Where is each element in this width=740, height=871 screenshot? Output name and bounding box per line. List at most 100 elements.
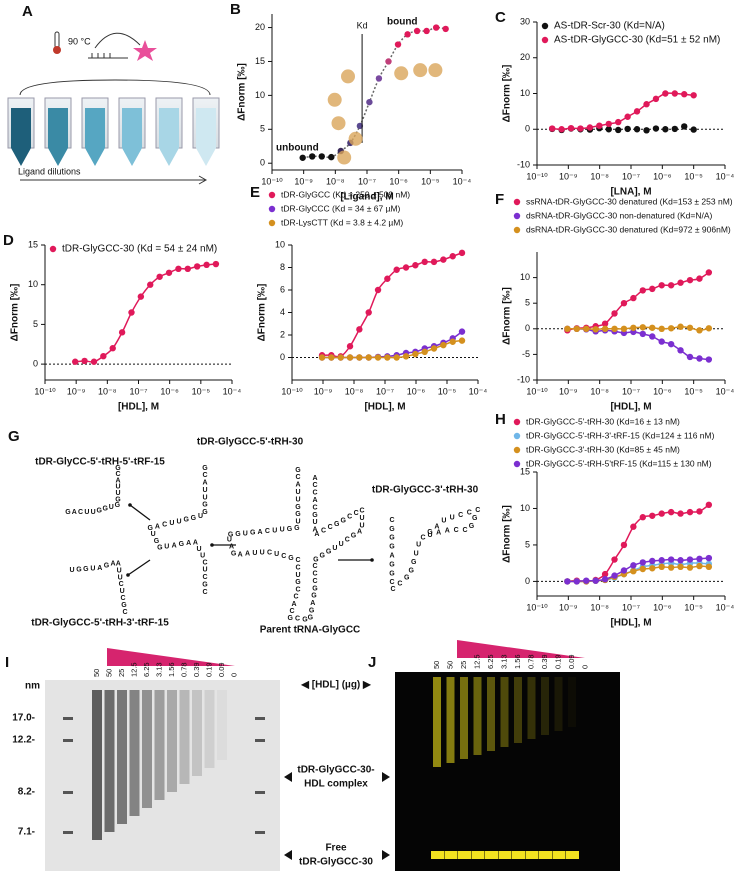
nucleotide: C (354, 510, 359, 517)
nucleotide: U (260, 549, 265, 556)
ladder-band (63, 739, 73, 742)
data-point (677, 563, 684, 571)
pointer (382, 772, 390, 782)
nucleotide: A (155, 523, 160, 530)
panel-label: A (22, 3, 33, 20)
smear (460, 677, 468, 759)
nucleotide: C (420, 534, 425, 541)
nucleotide: A (172, 542, 177, 549)
legend-marker (513, 226, 521, 234)
y-axis-title: ΔFnorm [‰] (502, 505, 513, 563)
y-tick-label: 20 (520, 52, 530, 62)
data-point (440, 256, 447, 263)
data-point (671, 125, 679, 133)
smear (433, 677, 441, 767)
x-tick-label: 10⁻⁸ (590, 386, 609, 396)
nucleotide: C (328, 524, 333, 531)
nucleotide: U (295, 519, 300, 526)
free-label: Free (325, 843, 347, 854)
nucleotide: U (295, 572, 300, 579)
nucleotide: G (231, 551, 237, 558)
data-point (592, 577, 599, 584)
nucleotide: A (312, 497, 317, 504)
fit-curve (567, 557, 709, 583)
data-point (677, 347, 684, 354)
data-point (548, 125, 556, 132)
legend-marker (268, 219, 276, 227)
data-point (432, 24, 440, 31)
data-point (649, 333, 656, 340)
smear (473, 677, 482, 755)
data-point (649, 324, 656, 331)
nucleotide: C (295, 587, 300, 594)
y-tick-label: 10 (520, 88, 530, 98)
legend-label: tDR-GlyGCC-5'-tRH-30 (Kd=16 ± 13 nM) (526, 416, 680, 426)
nucleotide: C (289, 608, 294, 615)
nucleotide: U (414, 550, 419, 557)
structure-title: Parent tRNA-GlyGCC (260, 625, 361, 636)
nucleotide: A (202, 480, 207, 487)
nucleotide: G (115, 465, 121, 472)
legend-label: tDR-GlyGCC-30 (Kd = 54 ± 24 nM) (62, 244, 217, 255)
nucleotide: G (302, 616, 308, 623)
panel-label: D (3, 232, 14, 249)
nucleotide: C (463, 527, 468, 534)
y-tick-label: 5 (525, 539, 530, 549)
data-point (100, 352, 107, 360)
nucleotide: A (186, 540, 191, 547)
data-point (671, 90, 679, 97)
x-tick-label: 10⁻⁴ (716, 602, 735, 612)
data-point (705, 269, 713, 276)
y-tick-label: 15 (520, 466, 530, 476)
data-point (384, 354, 391, 361)
nucleotide: A (245, 551, 250, 558)
x-tick-label: 10⁻⁸ (590, 602, 609, 612)
data-point (299, 154, 306, 161)
data-point (639, 565, 646, 573)
nucleotide: C (345, 537, 350, 544)
legend-label: dsRNA-tDR-GlyGCC-30 non-denatured (Kd=N/… (526, 210, 713, 220)
legend-marker (513, 212, 521, 220)
nucleotide: G (235, 531, 241, 538)
nucleotide: U (295, 489, 300, 496)
nucleotide: G (351, 533, 357, 540)
arrow-head (210, 543, 214, 547)
nucleotide: G (183, 517, 189, 524)
data-point (639, 514, 646, 521)
x-tick-label: 10⁻¹⁰ (34, 386, 56, 396)
nucleotide: G (320, 552, 326, 559)
arrow (129, 504, 151, 521)
data-point (658, 338, 665, 345)
lane-label: 50 (432, 661, 441, 669)
nucleotide: A (312, 475, 317, 482)
chart: E 0 2 4 6 8 10 10⁻¹⁰ 10⁻⁹ 10⁻⁸ 10⁻⁷ 10⁻⁶ 10⁻⁵ 10⁻⁴ [HD… (250, 184, 487, 413)
nucleotide: C (295, 564, 300, 571)
nucleotide: U (169, 520, 174, 527)
pointer (284, 850, 292, 860)
ladder-band (63, 831, 73, 834)
legend-label: tDR-GlyGCC-5'-tRH-5'tRF-15 (Kd=115 ± 130… (526, 458, 712, 468)
lane-label: 0.09 (217, 662, 226, 677)
temperature: 90 °C (68, 36, 91, 46)
nucleotide: U (339, 541, 344, 548)
data-point (318, 153, 325, 160)
particle (331, 116, 346, 131)
panel-label: J (368, 654, 376, 671)
smear (487, 677, 495, 751)
nucleotide: G (389, 570, 395, 577)
data-point (586, 124, 594, 131)
nucleotide: G (389, 544, 395, 551)
nucleotide: U (295, 496, 300, 503)
nucleotide: G (202, 509, 208, 516)
nucleotide: C (162, 522, 167, 529)
arrow (94, 32, 141, 49)
y-tick-label: 4 (280, 307, 285, 317)
nucleotide: G (312, 585, 318, 592)
nucleotide: C (467, 509, 472, 516)
x-tick-label: 10⁻⁷ (622, 386, 640, 396)
x-tick-label: 10⁻⁵ (684, 386, 703, 396)
nucleotide: C (347, 514, 352, 521)
data-point (90, 358, 98, 365)
gel-image (395, 672, 620, 871)
